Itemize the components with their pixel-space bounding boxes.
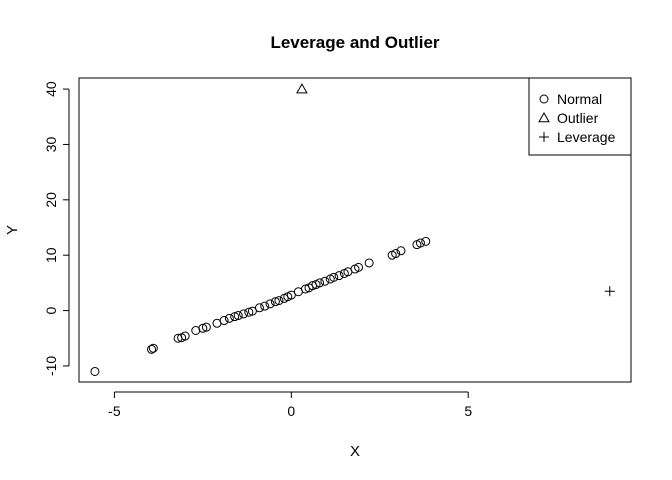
normal-point bbox=[320, 276, 330, 286]
normal-point bbox=[239, 309, 249, 319]
legend-normal-label: Normal bbox=[557, 91, 602, 107]
normal-point bbox=[334, 271, 344, 281]
legend-outlier-symbol bbox=[538, 111, 550, 123]
normal-point bbox=[260, 301, 270, 311]
normal-point bbox=[396, 246, 406, 256]
y-tick-label: 30 bbox=[43, 136, 59, 152]
normal-point bbox=[198, 323, 208, 333]
normal-point bbox=[148, 343, 158, 353]
normal-point bbox=[254, 303, 264, 313]
normal-point bbox=[247, 306, 257, 316]
y-tick-label: 40 bbox=[43, 81, 59, 97]
y-axis: -10 0 10 20 30 40 bbox=[43, 81, 70, 376]
normal-point bbox=[391, 249, 401, 259]
x-tick-label: -5 bbox=[108, 403, 121, 419]
y-tick-label: 20 bbox=[43, 192, 59, 208]
chart-title: Leverage and Outlier bbox=[270, 33, 439, 52]
y-tick-label: 0 bbox=[43, 306, 59, 314]
normal-point bbox=[415, 238, 425, 248]
normal-point bbox=[201, 322, 211, 332]
normal-point bbox=[265, 299, 275, 309]
normal-point bbox=[315, 278, 325, 288]
plot-area-frame bbox=[78, 77, 632, 383]
y-tick-label: 10 bbox=[43, 247, 59, 263]
legend-normal-symbol bbox=[539, 94, 549, 104]
normal-point bbox=[224, 313, 234, 323]
legend-leverage-symbol bbox=[539, 132, 549, 142]
x-tick-label: 5 bbox=[464, 403, 472, 419]
normal-point bbox=[230, 312, 240, 322]
x-axis: -5 0 5 bbox=[108, 391, 472, 419]
legend-leverage-label: Leverage bbox=[557, 129, 616, 145]
data-points bbox=[90, 83, 615, 376]
normal-point bbox=[219, 316, 229, 326]
legend-outlier-label: Outlier bbox=[557, 110, 599, 126]
normal-point bbox=[147, 344, 157, 354]
normal-point bbox=[90, 366, 100, 376]
normal-point bbox=[364, 258, 374, 268]
normal-point bbox=[300, 284, 310, 294]
x-axis-label: X bbox=[350, 443, 360, 460]
y-axis-label: Y bbox=[4, 225, 21, 235]
y-tick-label: -10 bbox=[43, 356, 59, 376]
normal-point bbox=[244, 307, 254, 317]
x-tick-label: 0 bbox=[287, 403, 295, 419]
legend: Normal Outlier Leverage bbox=[528, 77, 632, 156]
leverage-point bbox=[604, 286, 615, 297]
normal-point bbox=[286, 290, 296, 300]
normal-point bbox=[233, 311, 243, 321]
normal-point bbox=[354, 262, 364, 272]
outlier-point bbox=[296, 83, 308, 94]
normal-point bbox=[274, 296, 284, 306]
normal-point bbox=[270, 297, 280, 307]
normal-point bbox=[329, 272, 339, 282]
normal-point bbox=[180, 331, 190, 341]
normal-point bbox=[421, 236, 431, 246]
